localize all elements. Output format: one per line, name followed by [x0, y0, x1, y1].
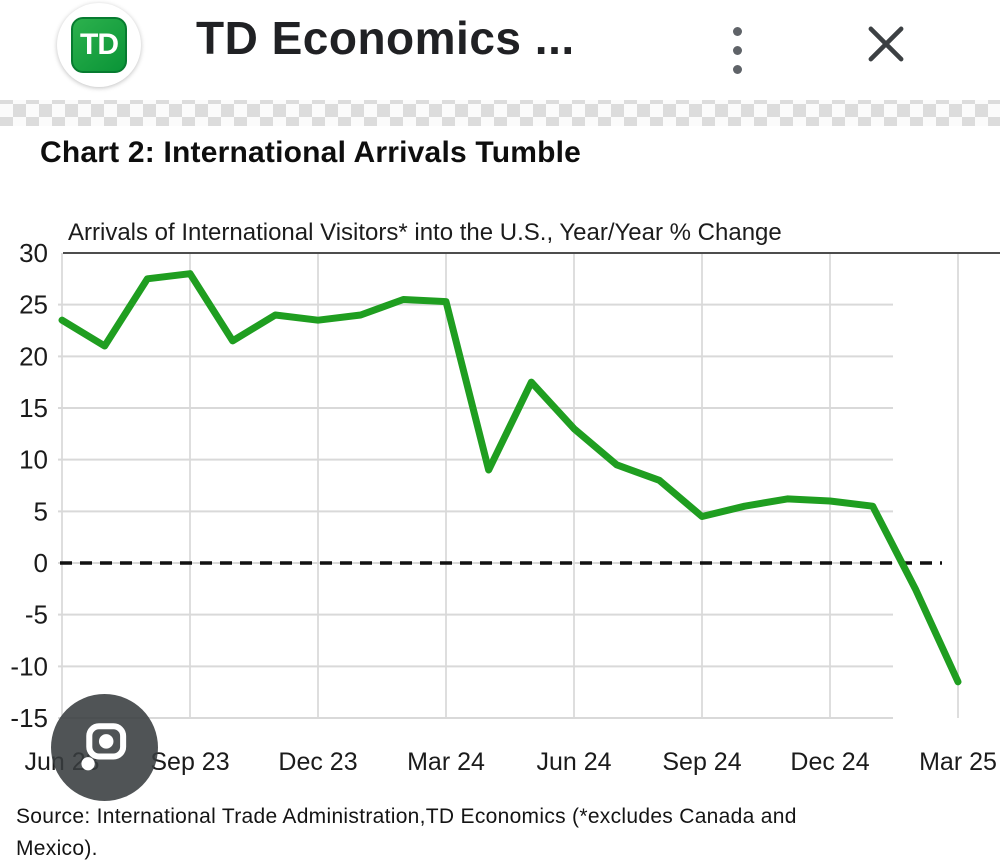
viewer-header: TD TD Economics ... — [0, 0, 1000, 100]
source-line-1: Source: International Trade Administrati… — [16, 805, 797, 828]
td-logo-square: TD — [71, 17, 127, 73]
close-button[interactable] — [854, 12, 918, 76]
kebab-menu-icon — [732, 26, 742, 36]
source-line-2: Mexico). — [16, 837, 98, 860]
td-logo-text: TD — [80, 28, 119, 61]
chart-subtitle: Arrivals of International Visitors* into… — [68, 219, 782, 246]
google-lens-button[interactable] — [51, 694, 158, 801]
source-note: Source: International Trade Administrati… — [16, 801, 797, 865]
google-lens-icon — [80, 722, 126, 770]
more-options-button[interactable] — [716, 12, 758, 88]
td-logo: TD — [57, 3, 141, 87]
kebab-menu-icon — [732, 45, 742, 55]
chart-heading: Chart 2: International Arrivals Tumble — [40, 136, 582, 169]
kebab-menu-icon — [732, 64, 742, 74]
page-title: TD Economics ... — [196, 12, 575, 64]
close-icon — [868, 26, 904, 62]
